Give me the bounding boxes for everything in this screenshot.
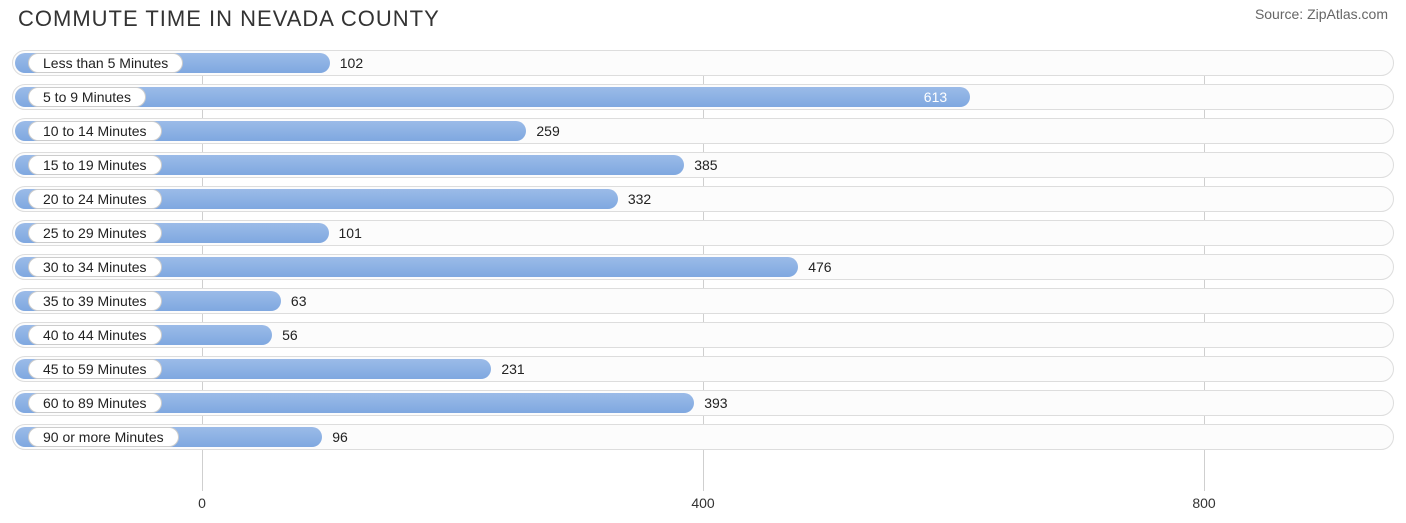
bar-fill [15, 87, 970, 107]
source-site: ZipAtlas.com [1307, 6, 1388, 22]
x-axis-tick-label: 0 [198, 495, 206, 511]
bar-row: 30 to 34 Minutes 476 [12, 254, 1394, 280]
chart-title: COMMUTE TIME IN NEVADA COUNTY [18, 6, 440, 32]
x-axis-tick-label: 400 [691, 495, 714, 511]
chart-header: COMMUTE TIME IN NEVADA COUNTY Source: Zi… [0, 0, 1406, 32]
category-label: 5 to 9 Minutes [28, 87, 146, 107]
value-label: 393 [704, 390, 727, 416]
bar-row: 45 to 59 Minutes 231 [12, 356, 1394, 382]
category-label: 20 to 24 Minutes [28, 189, 162, 209]
bar-row: 90 or more Minutes 96 [12, 424, 1394, 450]
source-attribution: Source: ZipAtlas.com [1255, 6, 1388, 22]
value-label: 476 [808, 254, 831, 280]
x-axis-tick-label: 800 [1192, 495, 1215, 511]
bar-row: 15 to 19 Minutes 385 [12, 152, 1394, 178]
x-axis: 0 400 800 [12, 495, 1394, 515]
category-label: 90 or more Minutes [28, 427, 179, 447]
value-label: 332 [628, 186, 651, 212]
value-label: 56 [282, 322, 298, 348]
bar-row: 10 to 14 Minutes 259 [12, 118, 1394, 144]
bar-row: 5 to 9 Minutes 613 [12, 84, 1394, 110]
category-label: 60 to 89 Minutes [28, 393, 162, 413]
category-label: 25 to 29 Minutes [28, 223, 162, 243]
value-label: 63 [291, 288, 307, 314]
category-label: 30 to 34 Minutes [28, 257, 162, 277]
bar-series-container: Less than 5 Minutes 102 5 to 9 Minutes 613 1… [12, 50, 1394, 491]
value-label: 101 [339, 220, 362, 246]
category-label: 10 to 14 Minutes [28, 121, 162, 141]
value-label: 231 [501, 356, 524, 382]
bar-row: 35 to 39 Minutes 63 [12, 288, 1394, 314]
value-label: 96 [332, 424, 348, 450]
chart-plot-area: Less than 5 Minutes 102 5 to 9 Minutes 613 1… [12, 50, 1394, 491]
category-label: Less than 5 Minutes [28, 53, 183, 73]
value-label: 385 [694, 152, 717, 178]
bar-row: 40 to 44 Minutes 56 [12, 322, 1394, 348]
source-prefix: Source: [1255, 6, 1307, 22]
value-label: 102 [340, 50, 363, 76]
value-label: 613 [924, 84, 947, 110]
bar-row: 25 to 29 Minutes 101 [12, 220, 1394, 246]
category-label: 45 to 59 Minutes [28, 359, 162, 379]
category-label: 35 to 39 Minutes [28, 291, 162, 311]
bar-row: 20 to 24 Minutes 332 [12, 186, 1394, 212]
bar-row: Less than 5 Minutes 102 [12, 50, 1394, 76]
category-label: 15 to 19 Minutes [28, 155, 162, 175]
category-label: 40 to 44 Minutes [28, 325, 162, 345]
bar-row: 60 to 89 Minutes 393 [12, 390, 1394, 416]
value-label: 259 [536, 118, 559, 144]
